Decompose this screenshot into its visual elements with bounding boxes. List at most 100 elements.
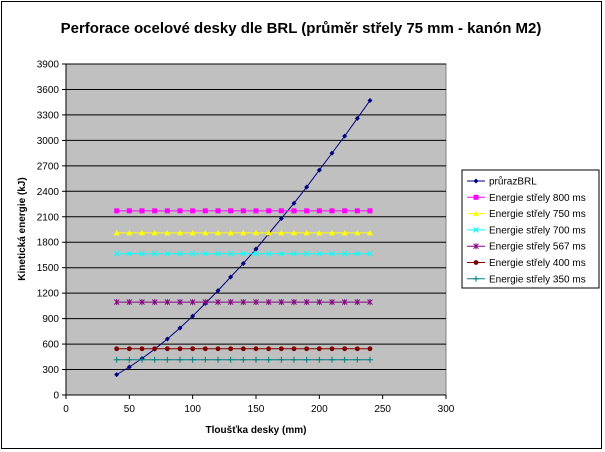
data-point [189, 299, 196, 306]
data-point [114, 372, 120, 378]
data-point [177, 346, 183, 352]
data-point [278, 299, 285, 306]
data-point [139, 229, 145, 236]
data-point [177, 229, 183, 236]
data-point [139, 356, 145, 363]
x-axis-ticks: 0 50 100 150 200 250 300 [63, 395, 455, 415]
x-axis-label: Tloušťka desky (mm) [206, 425, 307, 436]
data-point [164, 250, 171, 257]
data-point [278, 208, 284, 214]
data-point [291, 208, 297, 214]
legend-box [461, 169, 600, 289]
data-point [190, 346, 196, 352]
plot-area [65, 63, 447, 396]
data-point [278, 229, 285, 236]
data-point [253, 250, 259, 257]
legend-item: Energie střely 800 ms [467, 193, 586, 204]
data-point [265, 299, 272, 306]
data-point [126, 229, 133, 236]
data-point [354, 115, 360, 121]
data-point [215, 346, 221, 352]
data-point [253, 208, 259, 214]
data-point [291, 299, 297, 306]
x-tick-label: 150 [248, 404, 265, 415]
data-point [152, 346, 158, 352]
data-point [164, 346, 170, 352]
data-point [227, 229, 234, 236]
legend-marker [473, 275, 479, 282]
y-tick-label: 3300 [37, 110, 60, 121]
data-point [126, 346, 132, 352]
data-point [367, 208, 373, 214]
data-point [253, 346, 259, 352]
data-point [189, 250, 196, 257]
data-point [266, 208, 272, 214]
data-point [177, 299, 183, 306]
y-tick-label: 2400 [37, 187, 60, 198]
data-point [329, 229, 335, 236]
data-point [139, 346, 145, 352]
data-point [113, 356, 120, 363]
data-point [139, 299, 145, 306]
data-point [291, 346, 297, 352]
y-tick-label: 3900 [37, 60, 60, 71]
legend-item: Energie střely 700 ms [467, 225, 586, 236]
data-point [190, 208, 196, 214]
data-point [177, 356, 183, 363]
data-point [291, 200, 297, 206]
x-tick-label: 300 [438, 404, 455, 415]
data-point [126, 356, 133, 363]
data-point [202, 208, 208, 214]
data-point [342, 208, 348, 214]
y-axis-ticks: 0 300 600 900 1200 1500 1800 2100 2400 2700 3000 33… [37, 60, 66, 402]
data-point [114, 346, 120, 352]
legend-item: Energie střely 400 ms [467, 258, 586, 269]
data-point [227, 356, 234, 363]
data-point [316, 356, 323, 363]
data-point [367, 250, 373, 257]
data-point [139, 250, 145, 257]
data-point [329, 208, 335, 214]
data-point [367, 356, 373, 363]
data-point [202, 299, 209, 306]
data-point [304, 208, 310, 214]
data-point [303, 250, 310, 257]
data-point [240, 299, 247, 306]
series-1 [114, 208, 373, 214]
legend-marker [473, 210, 479, 217]
data-point [177, 250, 183, 257]
legend-marker [473, 227, 479, 233]
data-point [202, 356, 209, 363]
x-tick-label: 0 [63, 404, 69, 415]
data-point [329, 346, 335, 352]
data-point [228, 208, 234, 214]
data-point [329, 356, 335, 363]
data-point [265, 229, 272, 236]
data-point [240, 208, 246, 214]
data-point [367, 229, 373, 236]
series-2 [113, 229, 373, 236]
legend-marker [473, 194, 479, 200]
legend-item: průrazBRL [467, 176, 537, 188]
x-tick-label: 100 [184, 404, 201, 415]
data-point [265, 250, 272, 257]
y-tick-label: 900 [42, 314, 59, 325]
data-point [151, 229, 158, 236]
data-point [303, 356, 310, 363]
data-point [253, 246, 259, 252]
data-point [354, 250, 361, 257]
x-tick-label: 200 [311, 404, 328, 415]
series-layer [113, 97, 373, 378]
series-3 [113, 250, 373, 257]
data-point [227, 250, 234, 257]
data-point [303, 299, 310, 306]
x-tick-label: 250 [374, 404, 391, 415]
data-point [240, 250, 247, 257]
legend-label: Energie střely 800 ms [489, 193, 586, 204]
legend-label: Energie střely 567 ms [489, 242, 586, 253]
data-point [215, 299, 221, 306]
data-point [367, 346, 373, 352]
data-point [177, 325, 183, 331]
data-point [126, 299, 133, 306]
y-tick-label: 1800 [37, 238, 60, 249]
